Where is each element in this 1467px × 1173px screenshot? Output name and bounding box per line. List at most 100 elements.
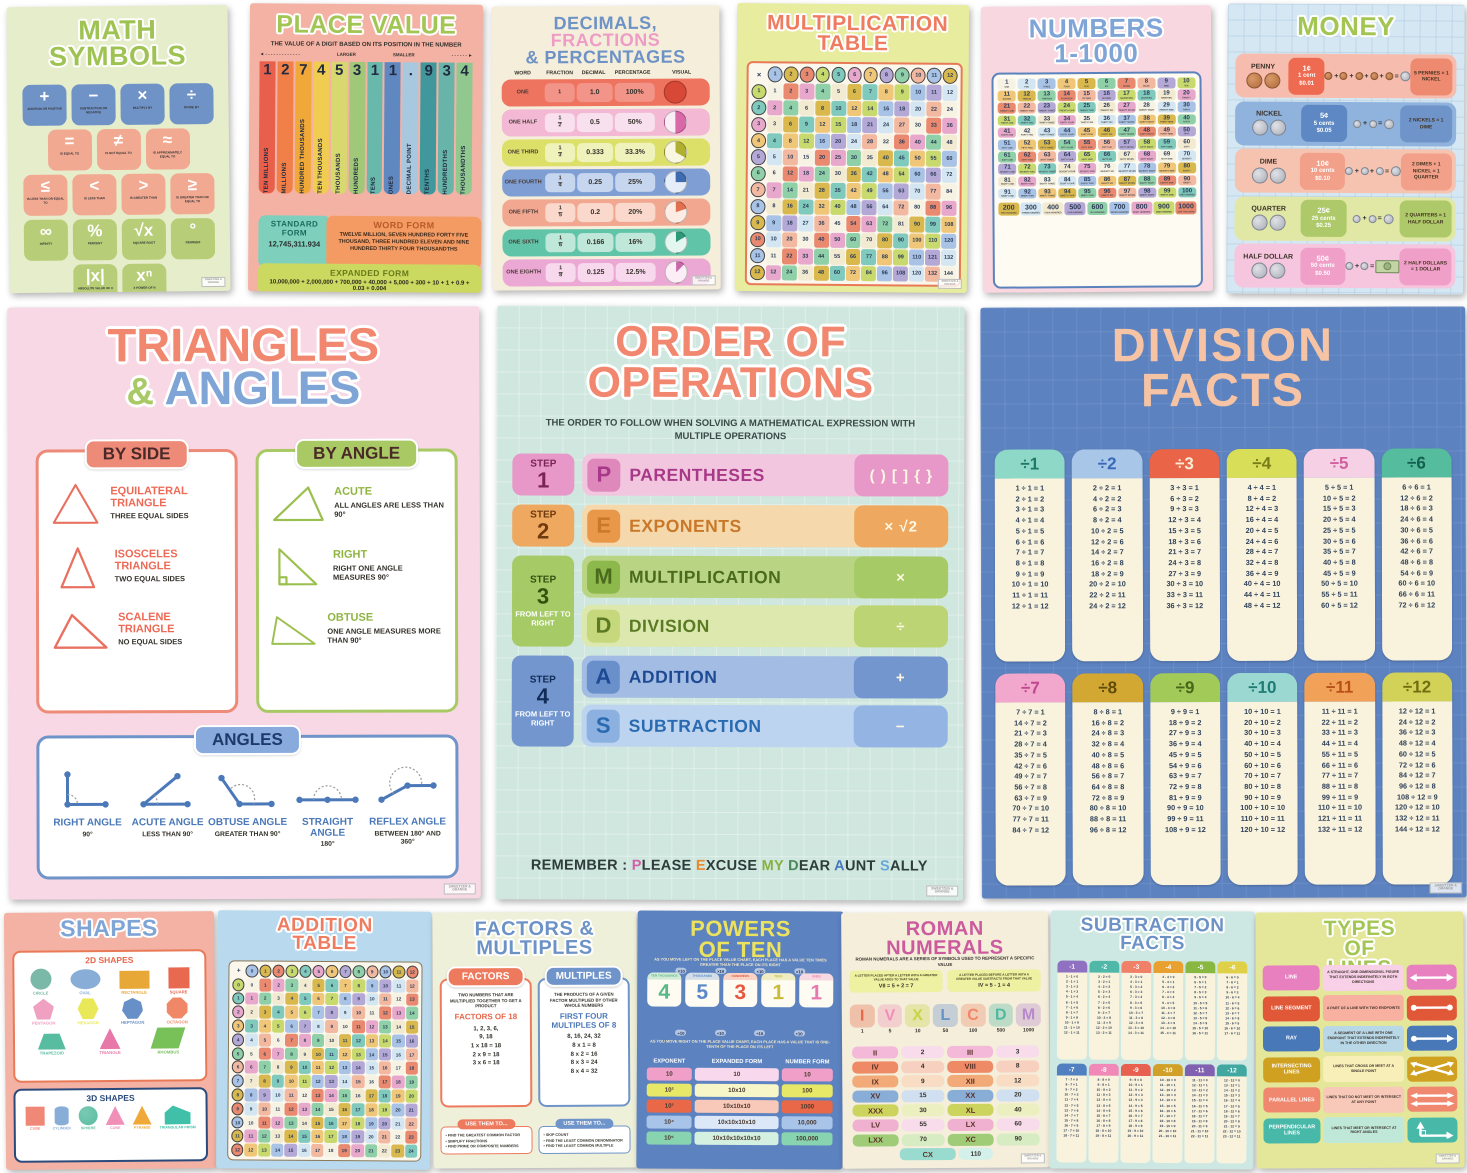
table-cell: 36 — [797, 265, 813, 281]
table-cell: 22 — [926, 101, 942, 118]
fact-line: 50 ÷ 5 = 10 — [1321, 579, 1358, 589]
money-coin-group: QUARTER — [1239, 205, 1299, 231]
number-word: SIXTEEN — [1102, 97, 1112, 100]
table-cell: 20 — [391, 1103, 405, 1117]
fact-line: 20 - 9 = 11 — [1127, 1134, 1144, 1139]
table-cell: 96 — [941, 200, 957, 217]
number-word: EIGHTY — [1183, 170, 1191, 173]
number-word: TWO — [1024, 86, 1030, 89]
table-cell: 72 — [941, 167, 957, 184]
table-cell: 19 — [391, 1089, 405, 1103]
table-cell: 12 — [365, 1020, 379, 1034]
number-word: TWENTY FOUR — [1059, 110, 1075, 113]
table-cell: 40 — [813, 232, 829, 248]
number-cell: 14 FOURTEEN — [1057, 90, 1076, 102]
number-cell: 58 FIFTY EIGHT — [1137, 138, 1157, 150]
table-cell: 7 — [339, 978, 352, 992]
scalene-triangle-icon — [53, 613, 108, 649]
number-word: FORTY THREE — [1039, 134, 1055, 137]
intersecting-icon — [1410, 1061, 1455, 1076]
number-cell: 70 SEVENTY — [1177, 150, 1197, 162]
table-cell: 20 — [405, 1089, 418, 1103]
fraction-pie-icon — [663, 140, 688, 164]
d10-arrow-label: ÷10 — [675, 1029, 687, 1036]
number-cell: 94 NINETY FOUR — [1058, 187, 1077, 199]
number-word: SIXTY ONE — [1001, 159, 1013, 162]
plus-icon: + — [1363, 120, 1368, 128]
fraction-denominator: 8 — [559, 271, 563, 280]
multiplication-panel: × 1 2 3 4 5 6 7 8 9 10 11 12 1 1 2 3 4 5 6 7 8 9 10 11 12 2 2 4 6 8 10 1… — [744, 61, 963, 287]
math-symbol-tile: + ADDITION OR POSITIVE — [22, 84, 67, 127]
fact-line: 28 ÷ 7 = 4 — [1014, 739, 1047, 749]
fact-line: 15 ÷ 3 = 5 — [1168, 525, 1201, 536]
number-word: EIGHTEEN — [1141, 97, 1152, 100]
table-cell: 13 — [365, 1034, 378, 1048]
angle-name: ACUTE ANGLE — [131, 817, 204, 829]
decimals-rows: ONE 1 1.0 100% ONE HALF 1 2 0.5 50% ONE THIRD 1 3 0.… — [501, 78, 711, 287]
equals-icon: = — [1394, 72, 1399, 80]
fact-line: 18 ÷ 2 = 9 — [1091, 569, 1124, 579]
number-cell: 6 SIX — [1097, 77, 1116, 89]
coin-images — [1239, 167, 1298, 184]
fact-line: 72 ÷ 9 = 8 — [1168, 782, 1202, 792]
table-cell: 9 — [766, 215, 782, 231]
table-cell: 13 — [271, 1130, 284, 1143]
table-cell: 21 — [405, 1103, 418, 1117]
example-line: 8 x 2 = 16 — [570, 1051, 598, 1058]
order-subtitle: THE ORDER TO FOLLOW WHEN SOLVING A MATHE… — [545, 417, 916, 442]
example-line: 8, 16, 24, 32 — [567, 1033, 601, 1041]
table-cell: 17 — [392, 1061, 405, 1075]
triangle-item: SCALENE TRIANGLE NO EQUAL SIDES — [49, 602, 225, 656]
decimals-percentage: 50% — [614, 112, 655, 132]
fact-column-header: -5 — [1185, 961, 1216, 974]
number-cell: 69 SIXTY NINE — [1157, 150, 1177, 162]
fact-line: 40 ÷ 10 = 4 — [1244, 739, 1281, 749]
number-cell: 95 NINETY FIVE — [1078, 187, 1097, 199]
table-cell: 6 — [258, 1047, 272, 1061]
decimals-word: ONE SIXTH — [508, 239, 539, 246]
table-cell: 7 — [298, 1019, 312, 1033]
table-cell: 9 — [312, 1033, 325, 1047]
roman-letter: M — [1016, 1003, 1041, 1027]
table-cell: 32 — [878, 134, 894, 150]
number-word: NINETY SIX — [1101, 195, 1114, 198]
fact-line: 22 ÷ 11 = 2 — [1321, 717, 1358, 727]
header-circle: 9 — [894, 67, 910, 84]
math-symbol-glyph: ÷ — [186, 85, 197, 105]
fact-column-header: ÷6 — [1381, 448, 1452, 478]
fact-line: 9 ÷ 3 = 3 — [1170, 504, 1199, 514]
fact-line: 77 ÷ 7 = 11 — [1012, 814, 1049, 824]
table-cell: 13 — [325, 1075, 338, 1089]
table-cell: 7 — [862, 84, 878, 101]
header-circle: 11 — [750, 248, 765, 264]
fact-line: 16 ÷ 4 = 4 — [1245, 515, 1279, 525]
table-cell: 44 — [926, 134, 942, 151]
number-word: NINETY EIGHT — [1139, 194, 1155, 197]
number-word: FIFTEEN — [1082, 97, 1092, 100]
coin-value-box: 10¢ 10 cents $0.10 — [1299, 152, 1346, 190]
fact-column: ÷7 7 ÷ 7 = 1 14 ÷ 7 = 2 21 ÷ 7 = 3 28 ÷ 7 = … — [995, 673, 1067, 886]
number-cell: 90 NINETY — [1177, 174, 1197, 186]
table-row-header: 0 — [232, 978, 245, 992]
line-type-row: LINE SEGMENT A PART OF A LINE WITH TWO EN… — [1262, 994, 1457, 1022]
math-symbol-glyph: xⁿ — [136, 265, 153, 285]
fact-line: 18 ÷ 3 = 6 — [1168, 536, 1201, 546]
coin-equation: + + = — [1345, 166, 1401, 177]
table-cell: 77 — [861, 249, 877, 265]
table-row-header: 9 — [231, 1102, 244, 1116]
roman-numeral: XV — [852, 1090, 899, 1103]
number-word: SEVENTY TWO — [1019, 171, 1035, 174]
header-circle: 10 — [379, 965, 392, 979]
table-column-header: 2 — [783, 66, 799, 83]
number-cell: 2 TWO — [1017, 78, 1036, 90]
angle-desc: 180° — [320, 840, 335, 848]
fact-line: 56 ÷ 7 = 8 — [1014, 782, 1047, 792]
table-cell: 54 — [845, 216, 861, 232]
decimals-word: ONE FIFTH — [508, 209, 539, 216]
